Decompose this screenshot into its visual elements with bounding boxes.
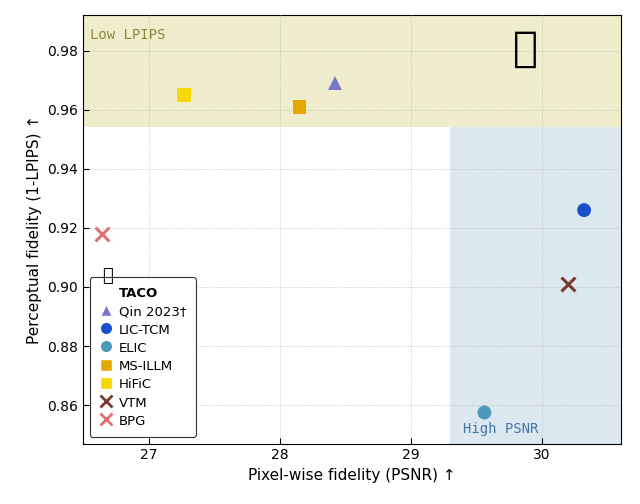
Text: 🌮: 🌮	[102, 267, 113, 285]
Point	[294, 103, 305, 111]
Point	[97, 230, 107, 238]
Bar	[451, 15, 621, 128]
Y-axis label: Perceptual fidelity (1-LPIPS) ↑: Perceptual fidelity (1-LPIPS) ↑	[27, 115, 42, 344]
Point	[563, 280, 573, 288]
Point	[330, 79, 340, 87]
Point	[479, 408, 490, 416]
Text: Low LPIPS: Low LPIPS	[90, 28, 165, 42]
Bar	[451, 15, 621, 444]
Legend: TACO, Qin 2023†, LIC-TCM, ELIC, MS-ILLM, HiFiC, VTM, BPG: TACO, Qin 2023†, LIC-TCM, ELIC, MS-ILLM,…	[90, 277, 196, 437]
Text: High PSNR: High PSNR	[463, 422, 539, 436]
Bar	[83, 15, 621, 128]
Point	[579, 206, 589, 214]
Text: 🌮: 🌮	[513, 28, 538, 70]
X-axis label: Pixel-wise fidelity (PSNR) ↑: Pixel-wise fidelity (PSNR) ↑	[248, 468, 456, 483]
Point	[179, 91, 189, 99]
